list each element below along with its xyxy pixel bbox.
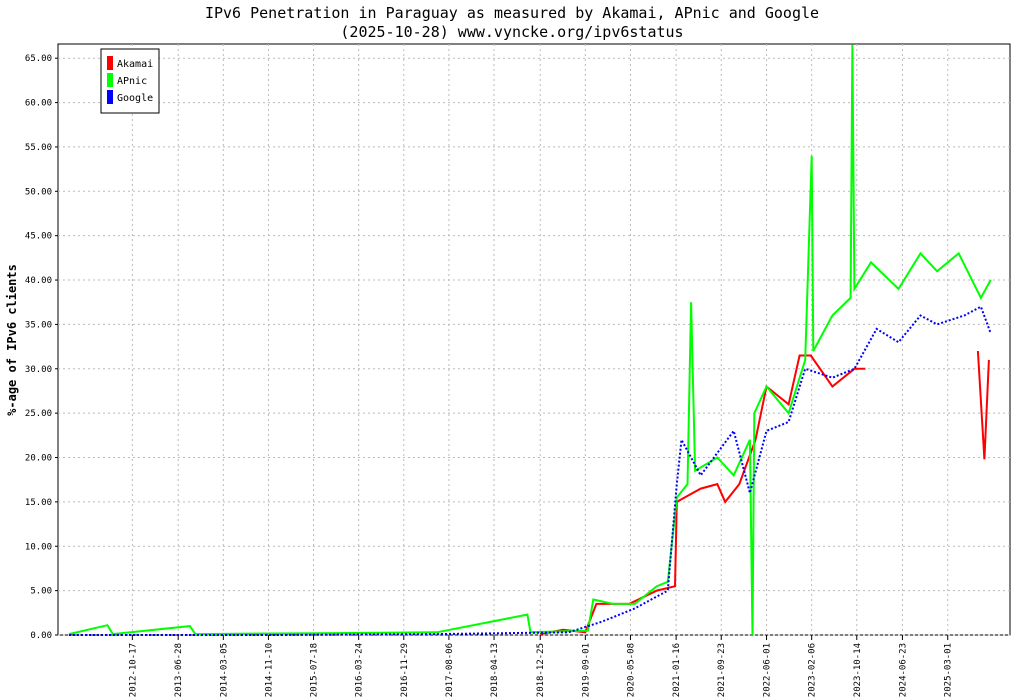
legend-swatch [107, 90, 113, 104]
x-tick-label: 2018-04-13 [490, 643, 500, 697]
x-tick-label: 2023-10-14 [853, 643, 863, 697]
y-tick-label: 65.00 [25, 54, 52, 64]
x-tick-label: 2018-12-25 [536, 643, 546, 697]
y-tick-label: 20.00 [25, 454, 52, 464]
x-tick-label: 2019-09-01 [581, 643, 591, 697]
y-tick-label: 55.00 [25, 143, 52, 153]
legend-label: Google [117, 93, 153, 104]
chart-subtitle: (2025-10-28) www.vyncke.org/ipv6status [340, 23, 683, 41]
legend-swatch [107, 73, 113, 87]
x-tick-label: 2024-06-23 [898, 643, 908, 697]
series-line [540, 350, 990, 636]
x-tick-label: 2015-07-18 [310, 643, 320, 697]
x-tick-label: 2012-10-17 [128, 643, 138, 697]
y-tick-label: 5.00 [30, 587, 52, 597]
y-axis-label: %-age of IPv6 clients [5, 264, 19, 416]
y-tick-label: 10.00 [25, 542, 52, 552]
x-tick-label: 2014-03-05 [219, 643, 229, 697]
y-tick-label: 25.00 [25, 409, 52, 419]
x-tick-label: 2021-01-16 [672, 643, 682, 697]
y-tick-label: 0.00 [30, 631, 52, 641]
legend-label: Akamai [117, 59, 153, 70]
legend-label: APnic [117, 76, 147, 87]
x-tick-label: 2025-03-01 [944, 643, 954, 697]
y-tick-label: 60.00 [25, 99, 52, 109]
y-tick-label: 15.00 [25, 498, 52, 508]
x-tick-label: 2016-11-29 [400, 643, 410, 697]
y-tick-label: 50.00 [25, 187, 52, 197]
x-tick-label: 2017-08-06 [445, 643, 455, 697]
series-line [69, 305, 992, 636]
series-line [68, 44, 992, 636]
x-tick-label: 2020-05-08 [626, 643, 636, 697]
x-tick-label: 2022-06-01 [763, 643, 773, 697]
x-tick-label: 2023-02-06 [808, 643, 818, 697]
y-tick-label: 35.00 [25, 320, 52, 330]
x-tick-label: 2021-09-23 [717, 643, 727, 697]
x-tick-label: 2013-06-28 [174, 643, 184, 697]
y-tick-label: 45.00 [25, 232, 52, 242]
x-tick-label: 2014-11-10 [264, 643, 274, 697]
x-tick-label: 2016-03-24 [355, 643, 365, 697]
chart-title: IPv6 Penetration in Paraguay as measured… [205, 4, 819, 22]
y-tick-label: 40.00 [25, 276, 52, 286]
legend-swatch [107, 56, 113, 70]
y-tick-label: 30.00 [25, 365, 52, 375]
